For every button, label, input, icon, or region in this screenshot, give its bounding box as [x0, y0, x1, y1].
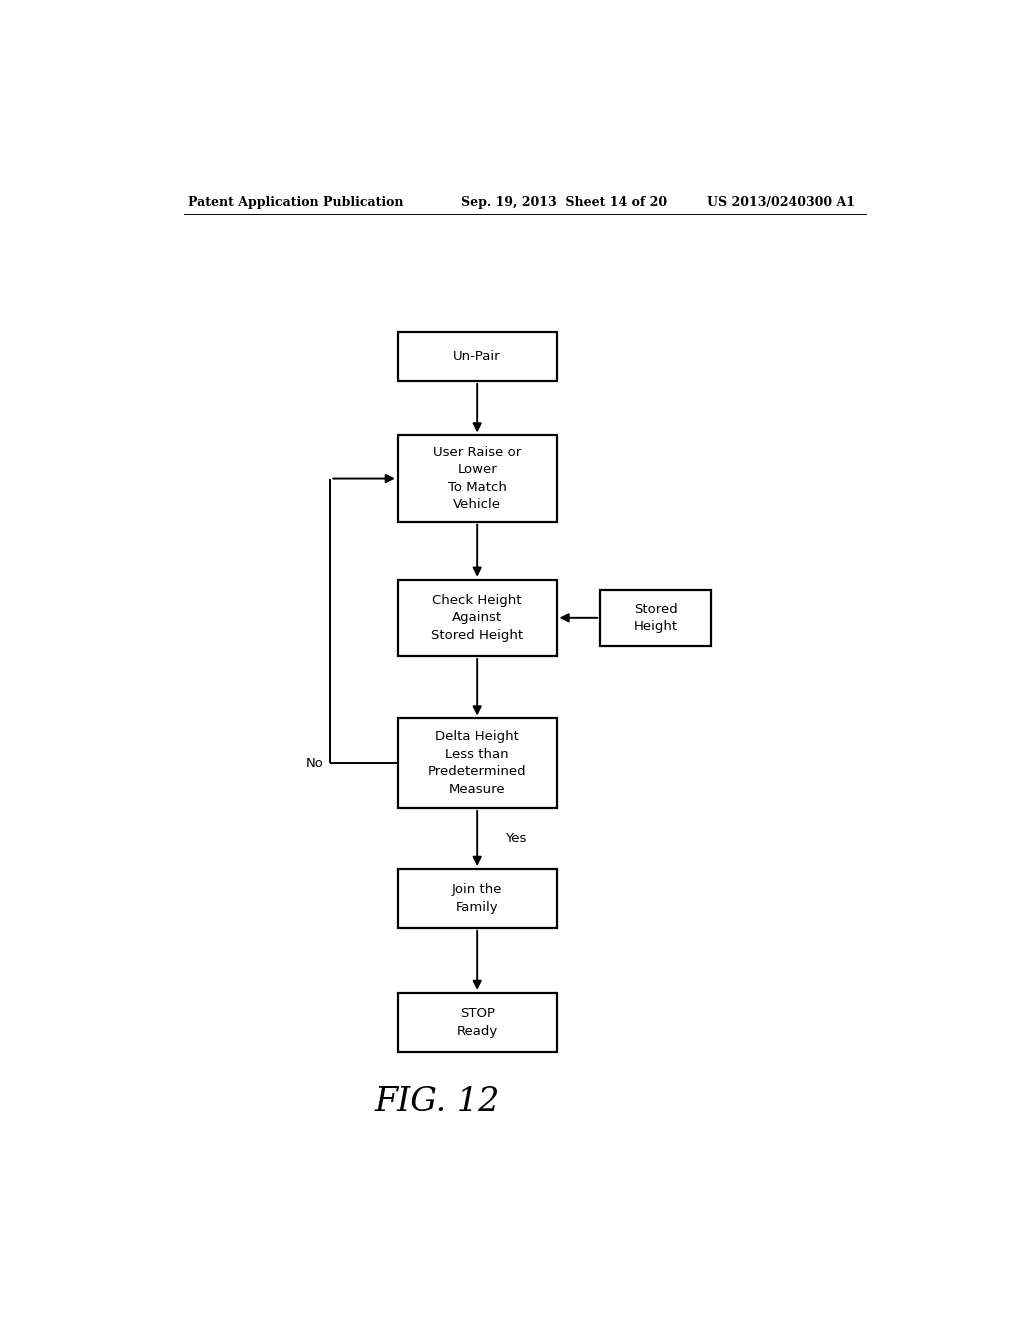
Text: Check Height
Against
Stored Height: Check Height Against Stored Height	[431, 594, 523, 642]
Text: Stored
Height: Stored Height	[634, 602, 678, 634]
Text: Yes: Yes	[505, 832, 526, 845]
Text: No: No	[306, 756, 324, 770]
Text: Patent Application Publication: Patent Application Publication	[187, 195, 403, 209]
Text: User Raise or
Lower
To Match
Vehicle: User Raise or Lower To Match Vehicle	[433, 446, 521, 511]
FancyBboxPatch shape	[600, 590, 712, 645]
FancyBboxPatch shape	[397, 993, 557, 1052]
Text: Un-Pair: Un-Pair	[454, 350, 501, 363]
Text: Sep. 19, 2013  Sheet 14 of 20: Sep. 19, 2013 Sheet 14 of 20	[461, 195, 668, 209]
FancyBboxPatch shape	[397, 333, 557, 381]
Text: STOP
Ready: STOP Ready	[457, 1007, 498, 1038]
Text: FIG. 12: FIG. 12	[374, 1085, 500, 1118]
FancyBboxPatch shape	[397, 579, 557, 656]
FancyBboxPatch shape	[397, 718, 557, 808]
Text: Join the
Family: Join the Family	[452, 883, 503, 913]
FancyBboxPatch shape	[397, 436, 557, 521]
FancyBboxPatch shape	[397, 869, 557, 928]
Text: Delta Height
Less than
Predetermined
Measure: Delta Height Less than Predetermined Mea…	[428, 730, 526, 796]
Text: US 2013/0240300 A1: US 2013/0240300 A1	[708, 195, 855, 209]
